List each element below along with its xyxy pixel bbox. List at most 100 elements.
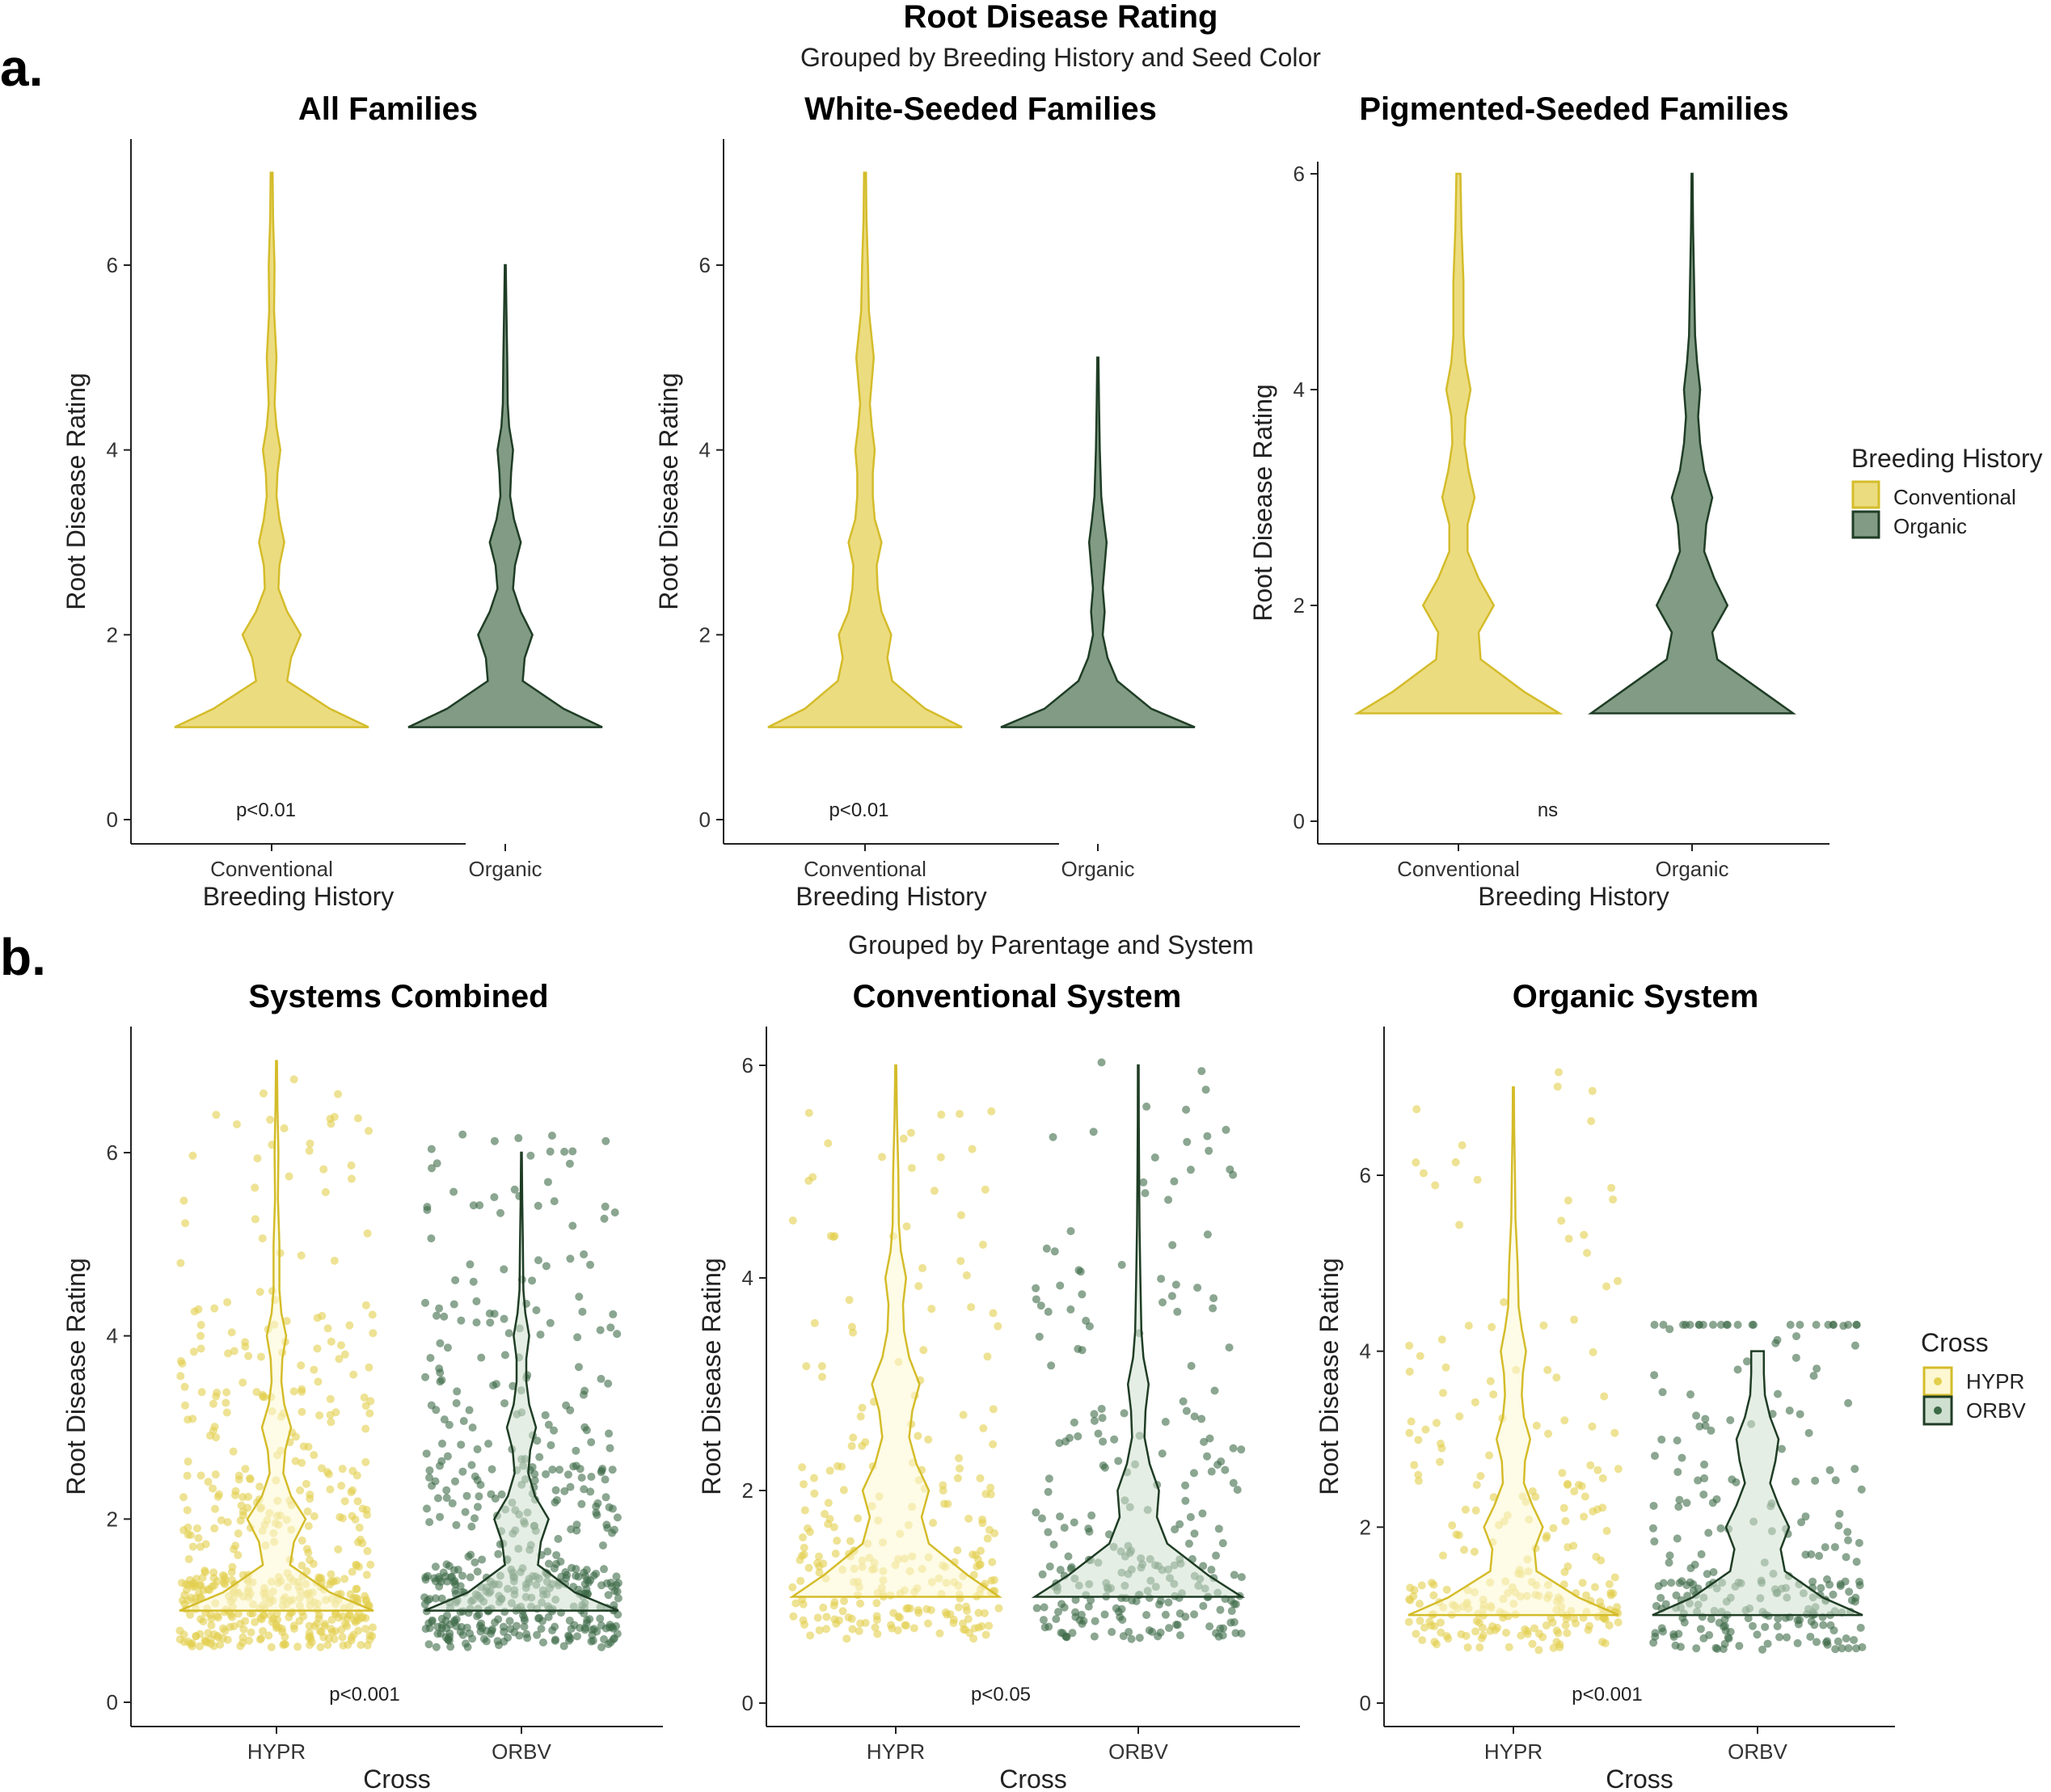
data-point: [518, 1611, 527, 1620]
data-point: [291, 1432, 300, 1441]
data-point: [1060, 1603, 1069, 1612]
data-point: [1825, 1465, 1834, 1474]
data-point: [179, 1196, 188, 1205]
data-point: [178, 1596, 187, 1605]
data-point: [478, 1624, 487, 1633]
data-point: [231, 1541, 240, 1550]
data-point: [1650, 1371, 1659, 1380]
data-point: [1047, 1361, 1056, 1370]
data-point: [1217, 1457, 1226, 1466]
data-point: [796, 1556, 804, 1565]
data-point: [990, 1528, 999, 1537]
data-point: [440, 1312, 449, 1321]
data-point: [902, 1604, 911, 1613]
data-point: [338, 1633, 347, 1642]
data-point: [196, 1642, 205, 1651]
data-point: [1564, 1234, 1573, 1243]
data-point: [819, 1603, 828, 1612]
data-point: [1686, 1390, 1695, 1399]
data-point: [1797, 1518, 1806, 1527]
data-point: [1694, 1321, 1703, 1330]
data-point: [327, 1570, 336, 1579]
data-point: [1087, 1596, 1095, 1604]
data-point: [494, 1550, 503, 1558]
data-point: [833, 1461, 842, 1470]
data-point: [601, 1475, 610, 1484]
data-point: [964, 1615, 973, 1624]
data-point: [1066, 1305, 1075, 1314]
chart-title: White-Seeded Families: [804, 91, 1157, 127]
data-point: [353, 1497, 362, 1506]
data-point: [437, 1614, 446, 1623]
data-point: [466, 1260, 475, 1269]
data-point: [184, 1530, 192, 1539]
data-point: [804, 1176, 813, 1185]
data-point: [577, 1499, 586, 1508]
data-point: [289, 1387, 298, 1396]
data-point: [825, 1515, 834, 1524]
x-axis-label: Breeding History: [1478, 882, 1669, 911]
data-point: [929, 1519, 938, 1528]
data-point: [464, 1552, 473, 1561]
data-point: [260, 1393, 268, 1402]
data-point: [974, 1609, 983, 1617]
data-point: [255, 1288, 264, 1297]
data-point: [1538, 1633, 1547, 1642]
data-point: [990, 1575, 998, 1584]
data-point: [280, 1124, 289, 1132]
data-point: [1555, 1068, 1564, 1077]
data-point: [1414, 1477, 1423, 1486]
data-point: [314, 1377, 323, 1386]
data-point: [980, 1609, 989, 1617]
data-point: [1589, 1347, 1597, 1356]
data-point: [510, 1185, 519, 1194]
data-point: [1039, 1616, 1048, 1625]
data-point: [313, 1344, 322, 1353]
data-point: [285, 1613, 293, 1621]
y-tick-label: 6: [107, 1141, 118, 1165]
data-point: [1451, 1157, 1460, 1166]
data-point: [259, 1089, 268, 1098]
data-point: [580, 1623, 589, 1632]
data-point: [819, 1559, 828, 1568]
data-point: [976, 1560, 985, 1569]
data-point: [1087, 1511, 1096, 1520]
data-point: [500, 1314, 509, 1323]
data-point: [1040, 1603, 1049, 1612]
data-point: [1218, 1539, 1227, 1548]
data-point: [433, 1494, 442, 1503]
data-point: [1225, 1343, 1234, 1352]
data-point: [293, 1642, 302, 1651]
y-tick-label: 6: [1293, 162, 1305, 186]
data-point: [1455, 1221, 1464, 1229]
data-point: [425, 1474, 434, 1482]
data-point: [1763, 1639, 1772, 1648]
data-point: [1564, 1196, 1572, 1205]
data-point: [840, 1596, 849, 1605]
data-point: [1164, 1598, 1173, 1607]
data-point: [597, 1468, 606, 1477]
data-point: [1227, 1607, 1236, 1616]
data-point: [907, 1163, 916, 1172]
data-point: [1796, 1410, 1804, 1419]
data-point: [204, 1478, 213, 1486]
data-point: [821, 1510, 829, 1519]
data-point: [1607, 1183, 1616, 1192]
data-point: [600, 1214, 609, 1223]
data-point: [267, 1642, 276, 1651]
y-tick-label: 0: [1360, 1691, 1371, 1715]
data-point: [363, 1229, 372, 1238]
data-point: [280, 1639, 289, 1648]
x-tick-label: ORBV: [492, 1739, 551, 1764]
data-point: [806, 1631, 815, 1640]
subtitle-a: Grouped by Breeding History and Seed Col…: [800, 43, 1321, 72]
data-point: [537, 1625, 546, 1634]
data-point: [435, 1304, 444, 1313]
data-point: [237, 1501, 246, 1510]
data-point: [1569, 1541, 1578, 1550]
data-point: [1154, 1600, 1163, 1609]
data-point: [190, 1307, 199, 1316]
data-point: [935, 1629, 944, 1638]
data-point: [1686, 1578, 1694, 1587]
data-point: [1448, 1521, 1457, 1530]
